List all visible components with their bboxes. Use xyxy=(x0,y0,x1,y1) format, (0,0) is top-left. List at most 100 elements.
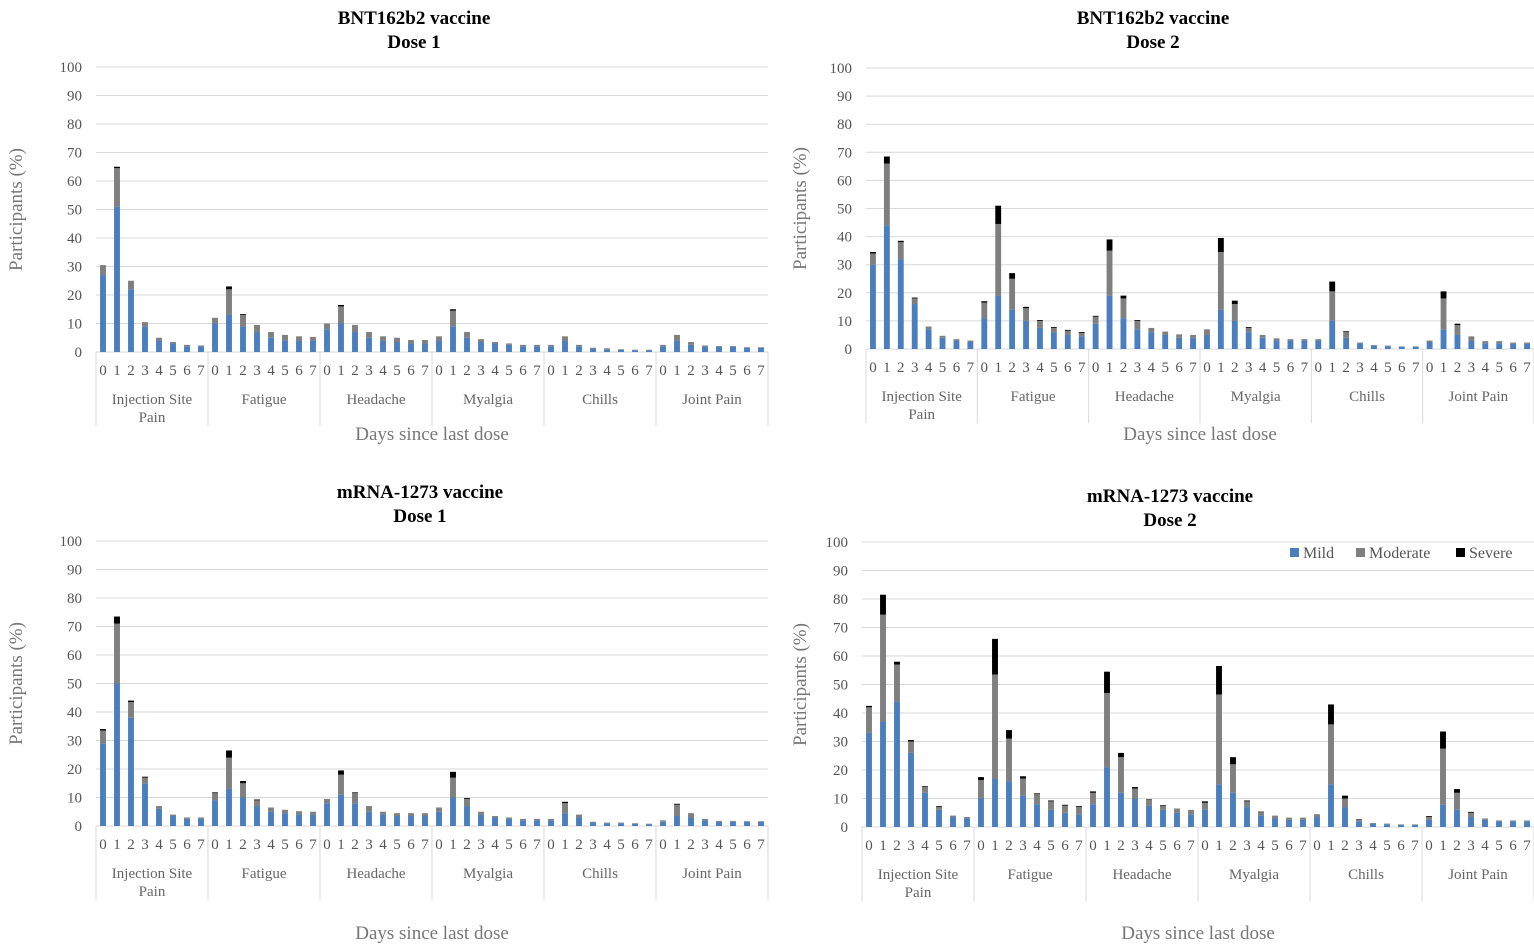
x-tick-label: 3 xyxy=(253,837,261,853)
bar-moderate xyxy=(730,346,736,347)
bar-mild xyxy=(922,793,928,827)
bar-severe xyxy=(562,802,568,803)
x-tick-label: 0 xyxy=(869,360,877,376)
bar-moderate xyxy=(1357,343,1363,344)
x-tick-label: 4 xyxy=(1482,360,1490,376)
x-tick-label: 6 xyxy=(1397,838,1405,854)
bar-mild xyxy=(1342,807,1348,827)
bar-severe xyxy=(1020,776,1026,778)
x-tick-label: 0 xyxy=(1425,838,1433,854)
x-tick-label: 5 xyxy=(393,837,401,853)
bar-mild xyxy=(1356,821,1362,827)
x-tick-label: 4 xyxy=(1036,360,1044,376)
bar-moderate xyxy=(880,615,886,722)
category-label: Pain xyxy=(139,410,166,426)
x-tick-label: 5 xyxy=(1161,360,1169,376)
y-axis-label: Participants (%) xyxy=(6,148,27,271)
bar-mild xyxy=(338,324,344,353)
x-tick-label: 7 xyxy=(645,363,653,379)
category-label: Fatigue xyxy=(242,392,287,408)
bar-severe xyxy=(674,804,680,805)
bar-severe xyxy=(992,639,998,675)
x-tick-label: 6 xyxy=(1509,838,1517,854)
bar-mild xyxy=(660,346,666,352)
y-axis-label: Participants (%) xyxy=(790,623,811,746)
bar-mild xyxy=(716,822,722,826)
x-tick-label: 2 xyxy=(1005,838,1013,854)
y-tick-label: 60 xyxy=(67,648,82,664)
bar-mild xyxy=(1426,820,1432,827)
bar-mild xyxy=(1454,810,1460,827)
bar-mild xyxy=(702,346,708,352)
bar-moderate xyxy=(310,812,316,815)
x-tick-label: 6 xyxy=(949,838,957,854)
bar-mild xyxy=(1300,820,1306,827)
bar-mild xyxy=(1370,824,1376,827)
bar-moderate xyxy=(1176,334,1182,337)
bar-mild xyxy=(478,815,484,826)
x-tick-label: 4 xyxy=(715,837,723,853)
category-label: Myalgia xyxy=(463,392,513,408)
bar-mild xyxy=(1020,796,1026,827)
bar-moderate xyxy=(198,817,204,818)
bar-severe xyxy=(1202,801,1208,802)
x-tick-label: 0 xyxy=(1089,838,1097,854)
y-tick-label: 40 xyxy=(67,705,82,721)
chart-subtitle: Dose 1 xyxy=(387,32,440,53)
bar-severe xyxy=(1079,332,1085,333)
x-tick-label: 4 xyxy=(1369,838,1377,854)
x-tick-label: 4 xyxy=(921,838,929,854)
bar-mild xyxy=(1468,341,1474,349)
x-tick-label: 1 xyxy=(1439,838,1447,854)
bar-severe xyxy=(1426,816,1432,817)
bar-severe xyxy=(1051,327,1057,328)
bar-moderate xyxy=(352,325,358,332)
x-tick-label: 2 xyxy=(1454,360,1462,376)
x-tick-label: 6 xyxy=(1064,360,1072,376)
x-tick-label: 1 xyxy=(1217,360,1225,376)
x-tick-label: 1 xyxy=(1328,360,1336,376)
bar-severe xyxy=(338,770,344,774)
x-tick-label: 5 xyxy=(1383,838,1391,854)
y-tick-label: 10 xyxy=(67,317,82,333)
bar-moderate xyxy=(758,347,764,348)
bar-mild xyxy=(422,816,428,826)
bar-moderate xyxy=(618,823,624,824)
x-tick-label: 0 xyxy=(977,838,985,854)
legend-swatch-severe xyxy=(1456,548,1465,557)
bar-moderate xyxy=(296,336,302,340)
x-tick-label: 1 xyxy=(225,363,233,379)
bar-mild xyxy=(688,817,694,826)
bar-moderate xyxy=(898,242,904,259)
bar-moderate xyxy=(142,322,148,326)
bar-mild xyxy=(1190,338,1196,349)
x-tick-label: 6 xyxy=(407,837,415,853)
bar-moderate xyxy=(1104,693,1110,767)
y-tick-label: 10 xyxy=(67,791,82,807)
bar-mild xyxy=(894,702,900,827)
y-tick-label: 80 xyxy=(833,592,848,608)
legend: Mild Moderate Severe xyxy=(1290,545,1513,562)
bar-mild xyxy=(1524,344,1530,349)
x-tick-label: 1 xyxy=(673,837,681,853)
bar-moderate xyxy=(1274,338,1280,340)
x-tick-label: 1 xyxy=(337,837,345,853)
bar-mild xyxy=(604,823,610,826)
category-label: Headache xyxy=(1112,867,1171,883)
bar-moderate xyxy=(1244,801,1250,807)
x-tick-label: 3 xyxy=(1131,838,1139,854)
legend-swatch-moderate xyxy=(1356,548,1365,557)
x-tick-label: 6 xyxy=(519,837,527,853)
bar-moderate xyxy=(1148,328,1154,332)
bar-moderate xyxy=(1455,325,1461,335)
bar-severe xyxy=(226,286,232,289)
bar-severe xyxy=(1440,732,1446,749)
x-tick-label: 4 xyxy=(1145,838,1153,854)
x-tick-label: 3 xyxy=(1134,360,1142,376)
x-tick-label: 6 xyxy=(183,837,191,853)
x-tick-label: 7 xyxy=(967,360,975,376)
x-tick-label: 2 xyxy=(1341,838,1349,854)
bar-moderate xyxy=(366,332,372,338)
y-tick-label: 80 xyxy=(67,591,82,607)
